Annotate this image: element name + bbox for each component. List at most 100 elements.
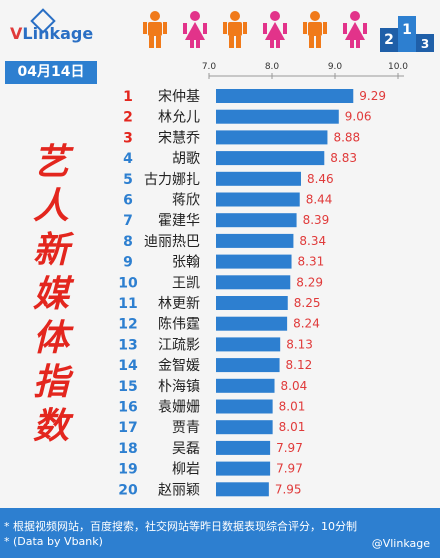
bar: [216, 358, 280, 373]
person-pink-icon: [263, 11, 287, 48]
rank-label: 10: [118, 275, 138, 291]
x-tick-label: 9.0: [328, 62, 343, 72]
bar: [216, 130, 328, 145]
bar: [216, 420, 273, 435]
rank-label: 15: [118, 379, 137, 395]
category-label: 袁姗姗: [158, 400, 200, 416]
svg-text:3: 3: [421, 37, 429, 51]
data-label: 8.31: [298, 255, 325, 269]
data-label: 8.01: [279, 400, 306, 414]
chart: 7.0 8.0 9.0 10.0 1 宋仲基 9.29 2 林允儿 9.06 3 宋慧乔 8.88 4 胡歌…: [118, 62, 408, 498]
data-label: 8.04: [281, 379, 308, 393]
category-label: 吴磊: [172, 441, 200, 457]
rank-label: 6: [123, 193, 133, 209]
category-label: 宋慧乔: [158, 130, 200, 146]
date-badge: 04月14日: [5, 61, 97, 84]
x-tick-label: 8.0: [265, 62, 280, 72]
bar: [216, 171, 301, 186]
data-label: 8.83: [330, 151, 357, 165]
rank-label: 20: [118, 482, 138, 498]
rank-label: 17: [118, 420, 137, 436]
bar: [216, 296, 288, 310]
category-label: 霍建华: [158, 213, 200, 229]
category-label: 朴海镇: [158, 379, 200, 395]
data-label: 8.29: [296, 275, 323, 289]
rank-label: 4: [123, 151, 133, 167]
category-label: 胡歌: [172, 151, 200, 167]
svg-text:1: 1: [402, 22, 412, 38]
data-label: 7.97: [276, 441, 303, 455]
rank-label: 11: [118, 296, 137, 312]
data-label: 9.29: [359, 89, 386, 103]
bar: [216, 109, 339, 124]
data-label: 8.88: [333, 130, 360, 144]
category-label: 柳岩: [172, 461, 200, 478]
category-label: 贾青: [172, 420, 200, 436]
data-label: 8.01: [279, 420, 306, 434]
category-label: 江疏影: [158, 337, 200, 353]
rank-label: 1: [123, 89, 133, 105]
category-label: 宋仲基: [158, 88, 200, 105]
footer-note: * 根据视频网站，百度搜索，社交网站等昨日数据表现综合评分，10分制: [4, 520, 357, 533]
vlinkage-logo: VLinkage: [10, 24, 94, 43]
bar: [216, 213, 297, 228]
person-pink-icon: [183, 11, 207, 48]
rank-label: 7: [123, 213, 133, 229]
person-orange-icon: [223, 11, 247, 48]
watermark: @Vlinkage: [371, 537, 430, 550]
x-tick-label: 7.0: [202, 62, 217, 72]
person-orange-icon: [303, 11, 327, 48]
bar: [216, 275, 291, 290]
rank-label: 8: [123, 234, 133, 250]
category-label: 王凯: [172, 275, 200, 291]
rank-label: 16: [118, 400, 137, 416]
category-label: 张翰: [172, 255, 200, 271]
bar: [216, 378, 275, 393]
rank-label: 19: [118, 462, 137, 478]
category-label: 蒋欣: [172, 193, 200, 209]
bar: [216, 482, 269, 497]
data-label: 8.46: [307, 172, 334, 186]
rank-label: 9: [123, 255, 133, 271]
footer: * 根据视频网站，百度搜索，社交网站等昨日数据表现综合评分，10分制 * (Da…: [0, 508, 440, 558]
data-label: 8.12: [286, 358, 313, 372]
data-label: 8.13: [286, 337, 313, 351]
bar: [216, 89, 354, 103]
rank-label: 2: [123, 110, 133, 126]
person-pink-icon: [343, 11, 367, 48]
category-label: 陈伟霆: [158, 316, 200, 333]
vertical-title: 艺人新媒体指数: [32, 141, 69, 447]
bar: [216, 233, 294, 248]
bar: [216, 461, 271, 476]
bar: [216, 440, 271, 455]
rank-label: 3: [123, 130, 133, 146]
x-tick-label: 10.0: [388, 62, 408, 72]
bar: [216, 254, 292, 269]
category-label: 迪丽热巴: [144, 234, 200, 250]
data-label: 8.44: [306, 193, 333, 207]
bar: [216, 399, 273, 414]
category-label: 林允儿: [158, 110, 200, 126]
data-label: 8.39: [303, 213, 330, 227]
rank-label: 5: [123, 172, 133, 188]
data-label: 7.95: [275, 482, 302, 496]
category-label: 赵丽颖: [158, 482, 200, 498]
person-orange-icon: [143, 11, 167, 48]
rank-label: 18: [118, 441, 137, 457]
data-label: 8.25: [294, 296, 321, 310]
category-label: 林更新: [158, 296, 200, 312]
rank-label: 13: [118, 337, 137, 353]
data-label: 9.06: [345, 110, 372, 124]
svg-text:2: 2: [384, 32, 394, 48]
footer-source: * (Data by Vbank): [4, 535, 103, 548]
bar: [216, 337, 281, 352]
bar: [216, 316, 288, 331]
category-label: 古力娜扎: [144, 172, 200, 188]
category-label: 金智媛: [158, 358, 200, 374]
podium-icon: 2 1 3: [380, 16, 434, 52]
data-label: 8.34: [299, 234, 326, 248]
rank-label: 14: [118, 358, 138, 374]
rank-label: 12: [118, 317, 137, 333]
bar: [216, 192, 300, 207]
